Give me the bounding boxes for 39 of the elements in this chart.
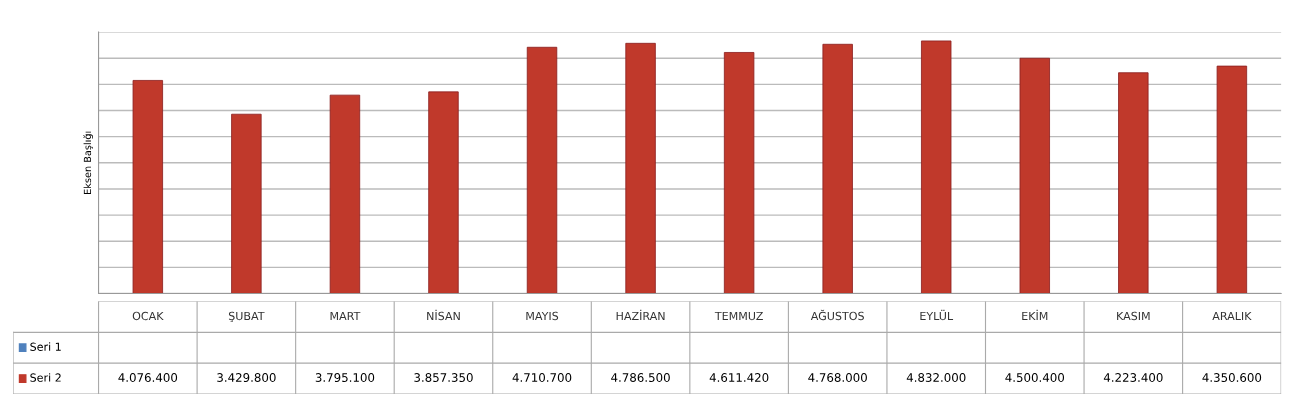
bar [132, 80, 164, 294]
legend-label: Seri 2 [30, 373, 61, 382]
x-tick-label: EKİM [1022, 309, 1048, 320]
bar [723, 52, 755, 294]
x-tick-label: HAZİRAN [616, 309, 665, 320]
data-label: 4.223.400 [1103, 373, 1163, 382]
x-tick-label: MAYIS [526, 311, 559, 321]
x-tick-label: NİSAN [427, 309, 460, 321]
data-label: 4.350.600 [1202, 373, 1262, 382]
bar [329, 94, 361, 294]
x-tick-label: EYLÜL [920, 309, 954, 321]
data-label: 4.076.400 [118, 373, 178, 382]
x-tick-label: TEMMUZ [714, 311, 763, 321]
bar [1118, 72, 1149, 294]
data-label: 4.786.500 [611, 373, 670, 382]
data-label: 4.611.420 [709, 373, 769, 382]
bar [526, 46, 558, 294]
data-label: 4.710.700 [512, 373, 572, 382]
bar [428, 91, 459, 294]
data-label: 4.832.000 [906, 373, 966, 382]
bar [231, 113, 262, 294]
x-tick-label: MART [330, 311, 361, 320]
bar [625, 42, 656, 294]
data-label: 3.857.350 [414, 373, 473, 382]
x-tick-label: ARALIK [1212, 311, 1252, 320]
data-label: 3.429.800 [217, 373, 276, 382]
y-axis-title: Eksen Başlığı [83, 131, 93, 194]
bar [1216, 65, 1248, 294]
x-tick-label: KASIM [1117, 311, 1150, 321]
x-tick-label: AĞUSTOS [810, 309, 864, 321]
bar [822, 43, 853, 294]
data-label: 3.795.100 [315, 373, 375, 382]
x-tick-label: OCAK [132, 311, 164, 321]
data-label: 4.500.400 [1005, 373, 1065, 382]
legend-label: Seri 1 [30, 342, 61, 351]
bar [921, 40, 952, 294]
data-label: 4.768.000 [808, 373, 867, 382]
bar [1019, 57, 1050, 294]
x-tick-label: ŞUBAT [228, 311, 265, 323]
